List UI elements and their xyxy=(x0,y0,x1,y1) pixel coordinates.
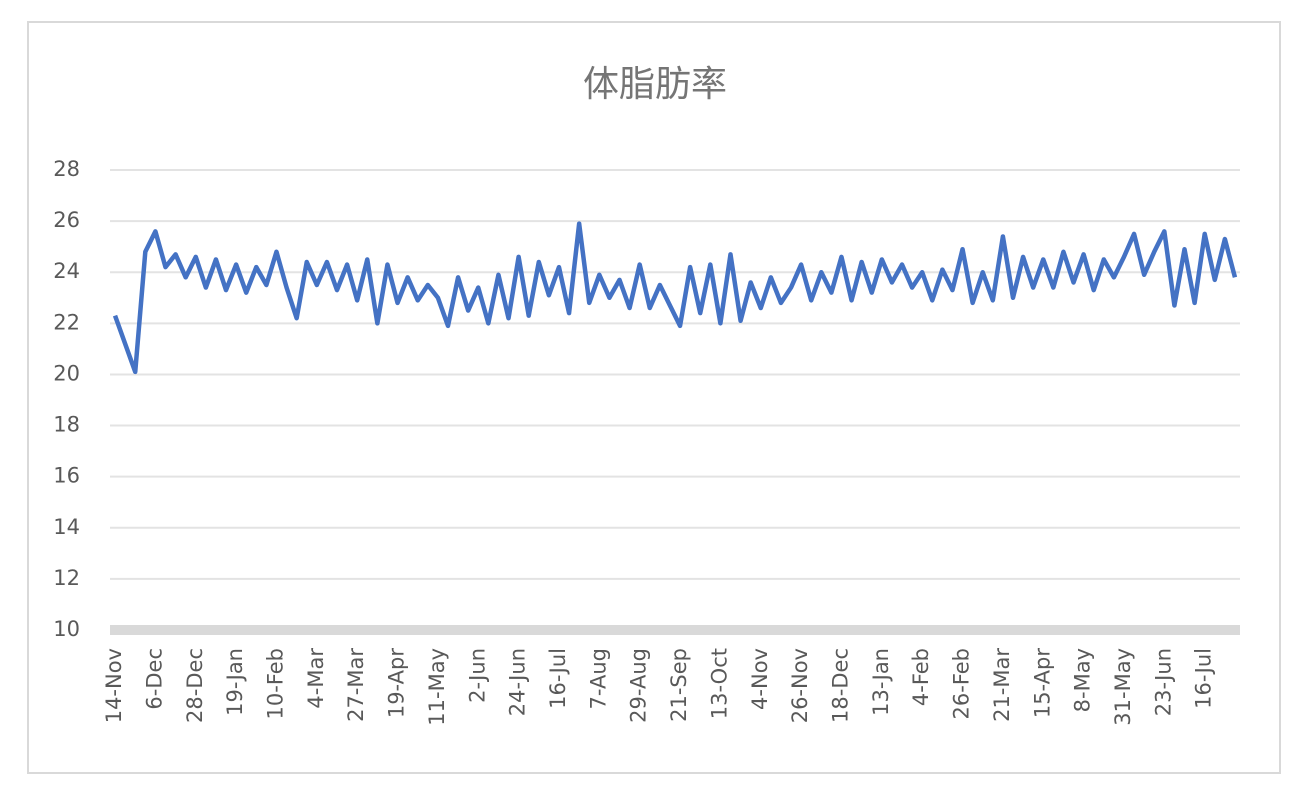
x-tick-label: 14-Nov xyxy=(102,648,126,723)
y-tick-label: 12 xyxy=(53,566,80,590)
x-tick-label: 31-May xyxy=(1111,648,1135,726)
x-tick-label: 4-Nov xyxy=(748,648,772,710)
y-tick-label: 18 xyxy=(53,413,80,437)
x-tick-label: 16-Jul xyxy=(1192,648,1216,709)
x-tick-label: 13-Jan xyxy=(869,648,893,716)
y-tick-label: 24 xyxy=(53,259,80,283)
y-tick-label: 22 xyxy=(53,310,80,334)
x-tick-label: 23-Jun xyxy=(1151,648,1175,716)
y-tick-label: 28 xyxy=(53,157,80,181)
x-tick-label: 11-May xyxy=(425,648,449,726)
x-tick-label: 16-Jul xyxy=(546,648,570,709)
x-tick-label: 18-Dec xyxy=(828,648,852,723)
x-tick-label: 4-Feb xyxy=(909,648,933,706)
x-tick-label: 24-Jun xyxy=(506,648,530,716)
x-tick-label: 15-Apr xyxy=(1030,648,1054,719)
y-tick-label: 16 xyxy=(53,464,80,488)
y-tick-label: 14 xyxy=(53,515,80,539)
y-tick-label: 26 xyxy=(53,208,80,232)
chart-title: 体脂肪率 xyxy=(583,64,727,105)
x-tick-label: 26-Feb xyxy=(950,648,974,719)
x-tick-label: 19-Jan xyxy=(223,648,247,716)
y-tick-label: 20 xyxy=(53,361,80,385)
x-tick-label: 8-May xyxy=(1071,648,1095,712)
x-tick-label: 13-Oct xyxy=(707,648,731,719)
x-tick-label: 19-Apr xyxy=(385,648,409,719)
x-tick-label: 2-Jun xyxy=(465,648,489,703)
y-tick-label: 10 xyxy=(53,617,80,641)
x-tick-label: 4-Mar xyxy=(304,648,328,709)
x-tick-label: 26-Nov xyxy=(788,648,812,723)
x-tick-label: 21-Mar xyxy=(990,648,1014,722)
x-tick-label: 28-Dec xyxy=(183,648,207,723)
x-tick-label: 29-Aug xyxy=(627,648,651,723)
x-tick-label: 10-Feb xyxy=(263,648,287,719)
x-tick-label: 7-Aug xyxy=(586,648,610,709)
x-tick-label: 6-Dec xyxy=(142,648,166,710)
x-tick-label: 27-Mar xyxy=(344,648,368,722)
chart-border xyxy=(27,21,1281,774)
data-line xyxy=(112,221,1238,375)
x-tick-label: 21-Sep xyxy=(667,648,691,722)
